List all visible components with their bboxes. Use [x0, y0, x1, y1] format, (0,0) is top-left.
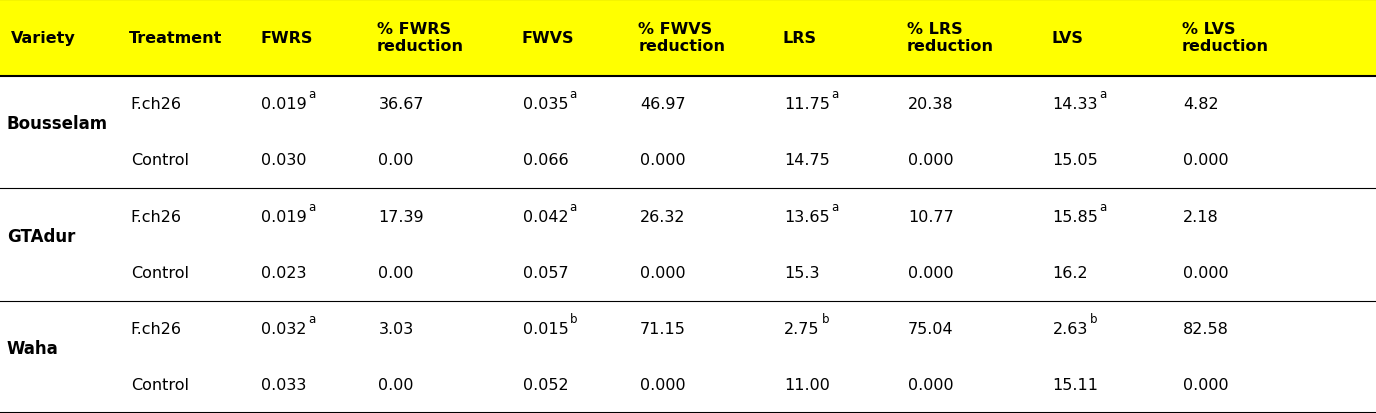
- Text: Control: Control: [131, 153, 189, 168]
- Text: 0.000: 0.000: [1183, 153, 1229, 168]
- Text: 0.000: 0.000: [908, 153, 954, 168]
- Text: 0.057: 0.057: [523, 265, 568, 280]
- Text: 3.03: 3.03: [378, 321, 414, 336]
- Text: 0.000: 0.000: [908, 377, 954, 392]
- Text: 0.035: 0.035: [523, 97, 568, 112]
- Text: FWRS: FWRS: [260, 31, 312, 46]
- Text: a: a: [831, 88, 838, 101]
- Text: 0.033: 0.033: [261, 377, 307, 392]
- Text: 0.015: 0.015: [523, 321, 568, 336]
- Text: 0.000: 0.000: [908, 265, 954, 280]
- Text: 0.032: 0.032: [261, 321, 307, 336]
- Text: Variety: Variety: [11, 31, 76, 46]
- Text: a: a: [570, 200, 577, 213]
- Text: 20.38: 20.38: [908, 97, 954, 112]
- Text: 14.33: 14.33: [1053, 97, 1098, 112]
- Text: FWVS: FWVS: [522, 31, 574, 46]
- Text: % LRS
reduction: % LRS reduction: [907, 22, 993, 55]
- Text: % LVS
reduction: % LVS reduction: [1182, 22, 1269, 55]
- Text: b: b: [821, 312, 830, 325]
- Text: Bousselam: Bousselam: [7, 115, 107, 133]
- Text: 0.000: 0.000: [640, 153, 685, 168]
- Text: % FWRS
reduction: % FWRS reduction: [377, 22, 464, 55]
- Text: 0.030: 0.030: [261, 153, 307, 168]
- Text: GTAdur: GTAdur: [7, 227, 76, 245]
- Text: 15.05: 15.05: [1053, 153, 1098, 168]
- Text: Control: Control: [131, 265, 189, 280]
- Text: a: a: [308, 88, 315, 101]
- Text: Waha: Waha: [7, 339, 59, 358]
- Text: b: b: [570, 312, 577, 325]
- Text: a: a: [308, 200, 315, 213]
- Text: 10.77: 10.77: [908, 209, 954, 224]
- Text: a: a: [570, 88, 577, 101]
- Text: F.ch26: F.ch26: [131, 209, 182, 224]
- Text: 0.00: 0.00: [378, 377, 414, 392]
- Text: % FWVS
reduction: % FWVS reduction: [638, 22, 725, 55]
- Text: 11.75: 11.75: [784, 97, 830, 112]
- Text: 13.65: 13.65: [784, 209, 830, 224]
- Text: 0.042: 0.042: [523, 209, 568, 224]
- Text: 46.97: 46.97: [640, 97, 685, 112]
- Text: 2.63: 2.63: [1053, 321, 1088, 336]
- Text: LVS: LVS: [1051, 31, 1083, 46]
- Text: a: a: [1099, 200, 1106, 213]
- Text: 0.000: 0.000: [640, 377, 685, 392]
- Text: 0.066: 0.066: [523, 153, 568, 168]
- Text: 0.052: 0.052: [523, 377, 568, 392]
- Text: 0.023: 0.023: [261, 265, 307, 280]
- Text: 0.000: 0.000: [1183, 265, 1229, 280]
- Text: 15.3: 15.3: [784, 265, 820, 280]
- Text: a: a: [308, 312, 315, 325]
- Text: 14.75: 14.75: [784, 153, 830, 168]
- Text: 4.82: 4.82: [1183, 97, 1219, 112]
- Text: 15.85: 15.85: [1053, 209, 1098, 224]
- Text: 2.75: 2.75: [784, 321, 820, 336]
- Text: 82.58: 82.58: [1183, 321, 1229, 336]
- Text: a: a: [1099, 88, 1106, 101]
- Bar: [0, 0, 1376, 76]
- Text: 0.00: 0.00: [378, 153, 414, 168]
- Text: 15.11: 15.11: [1053, 377, 1098, 392]
- Text: Control: Control: [131, 377, 189, 392]
- Text: 0.019: 0.019: [261, 209, 307, 224]
- Text: F.ch26: F.ch26: [131, 97, 182, 112]
- Text: 0.000: 0.000: [640, 265, 685, 280]
- Text: F.ch26: F.ch26: [131, 321, 182, 336]
- Text: b: b: [1090, 312, 1098, 325]
- Text: Treatment: Treatment: [129, 31, 223, 46]
- Text: 0.019: 0.019: [261, 97, 307, 112]
- Text: 0.00: 0.00: [378, 265, 414, 280]
- Text: 17.39: 17.39: [378, 209, 424, 224]
- Text: a: a: [831, 200, 838, 213]
- Text: 71.15: 71.15: [640, 321, 685, 336]
- Text: 16.2: 16.2: [1053, 265, 1088, 280]
- Text: 36.67: 36.67: [378, 97, 424, 112]
- Text: LRS: LRS: [783, 31, 817, 46]
- Text: 0.000: 0.000: [1183, 377, 1229, 392]
- Text: 26.32: 26.32: [640, 209, 685, 224]
- Text: 2.18: 2.18: [1183, 209, 1219, 224]
- Text: 75.04: 75.04: [908, 321, 954, 336]
- Text: 11.00: 11.00: [784, 377, 830, 392]
